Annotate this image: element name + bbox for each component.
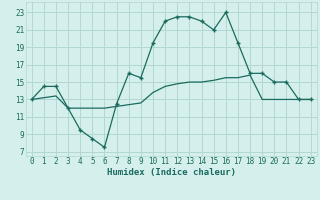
X-axis label: Humidex (Indice chaleur): Humidex (Indice chaleur)	[107, 168, 236, 177]
